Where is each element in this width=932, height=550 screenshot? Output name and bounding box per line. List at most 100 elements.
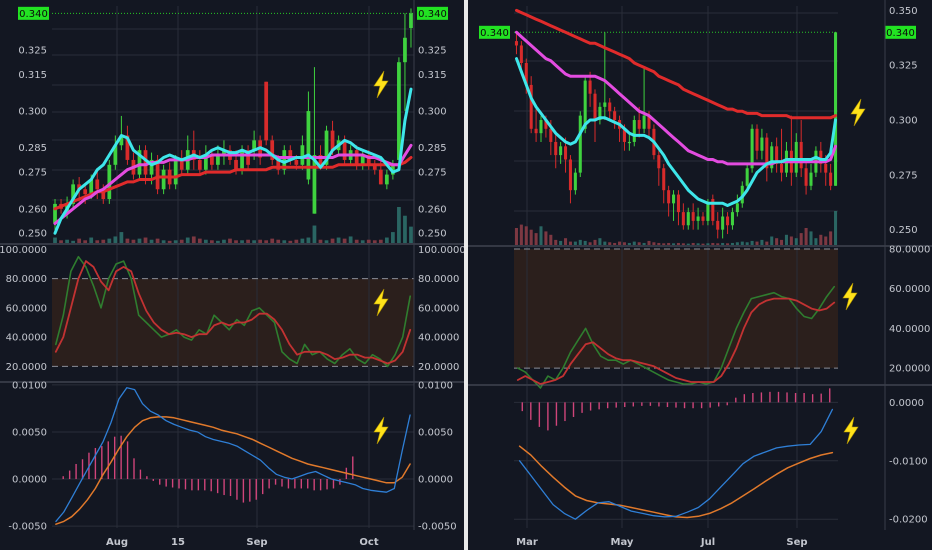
candle-body [554,141,558,156]
volume-bar [312,225,317,243]
volume-bar [637,242,641,245]
volume-bar [672,243,676,245]
stoch-k-line [516,285,836,389]
volume-bar [203,239,208,243]
volume-bar [568,241,572,245]
y-tick-label: -0.0050 [418,522,457,533]
price-tag [417,6,448,20]
volume-bar [613,242,617,245]
y-tick-label: 0.285 [418,143,447,154]
x-tick-label: Mar [516,537,538,548]
candle-body [529,84,533,129]
candle-body [657,155,661,169]
volume-bar [696,243,700,245]
price-tag-label: 0.340 [19,9,48,20]
volume-bar [409,226,413,243]
y-tick-label: 0.260 [418,204,447,215]
y-tick-label: 0.0100 [12,380,47,391]
y-tick-label: 20.0000 [889,364,930,375]
candle-body [216,155,220,165]
candle-body [711,198,715,221]
volume-bar [107,238,112,243]
candle-body [632,120,636,142]
volume-bar [246,239,250,243]
price-tag [479,25,510,39]
volume-bar [342,238,347,243]
candle-body [539,120,543,134]
volume-bar [765,241,769,245]
volume-bar [809,231,813,245]
y-tick-label: 0.300 [418,107,447,118]
candle-body [676,194,680,213]
candle-body [745,168,749,186]
candle-body [755,128,759,151]
volume-bar [622,242,626,245]
volume-bar [95,240,100,243]
volume-bar [143,237,148,243]
candle-body [686,212,690,226]
y-tick-label: 0.300 [889,116,918,127]
price-tag-label: 0.340 [418,9,447,20]
y-tick-label: 0.275 [418,168,447,179]
candle-body [240,150,244,170]
volume-bar [740,241,744,245]
y-tick-label: -0.0050 [8,522,47,533]
volume-bar [149,239,154,243]
volume-bar [657,242,661,245]
volume-bar [603,241,607,245]
price-tag-label: 0.340 [480,28,509,39]
volume-bar [804,228,808,245]
volume-bar [119,232,124,243]
candle-body [324,130,329,165]
x-tick-label: May [611,537,634,548]
candle-body [378,169,383,185]
volume-bar [681,243,685,245]
volume-bar [686,243,690,245]
volume-bar [59,240,63,243]
lightning-bolt-icon [842,282,858,311]
candle-body [578,115,582,173]
volume-bar [324,240,329,243]
candle-body [696,216,700,221]
volume-bar [306,237,311,243]
candle-body [770,146,774,169]
right-chart-panel: 0.350 0.325 0.300 0.275 0.250 0.340 0.340 80.00… [468,6,932,548]
x-tick-label: Aug [106,537,128,548]
lightning-bolt-icon [373,70,389,99]
candle-body [672,194,676,204]
candle-body [143,150,148,175]
price-tag [18,6,49,20]
candle-body [342,140,347,160]
y-tick-label: 40.0000 [889,324,930,335]
y-tick-label: 0.260 [18,204,47,215]
y-tick-label: 0.300 [18,107,47,118]
candle-body [603,102,607,107]
candle-body [608,102,612,112]
candle-body [403,37,407,63]
candle-body [107,164,112,200]
volume-bar [824,236,828,245]
volume-bar [775,238,779,245]
y-tick-label: 0.325 [418,45,447,56]
volume-bar [608,242,612,245]
ma-fast-line [515,57,837,207]
volume-bar [179,239,184,243]
candle-body [282,150,287,170]
candle-body [662,168,666,191]
candle-body [372,164,377,170]
candle-body [642,115,646,129]
volume-bar [583,240,587,245]
y-tick-label: 0.325 [18,45,47,56]
volume-bar [125,238,130,243]
x-tick-label: Sep [246,537,267,548]
volume-bar [721,242,725,245]
stoch-band [514,248,838,369]
candle-body [794,141,798,173]
candle-body [113,145,118,165]
y-tick-label: 80.0000 [889,244,930,255]
candle-body [197,159,202,170]
candle-body [119,135,124,146]
volume-bar [65,239,69,243]
y-tick-label: 40.0000 [418,333,459,344]
candle-body [613,111,617,121]
